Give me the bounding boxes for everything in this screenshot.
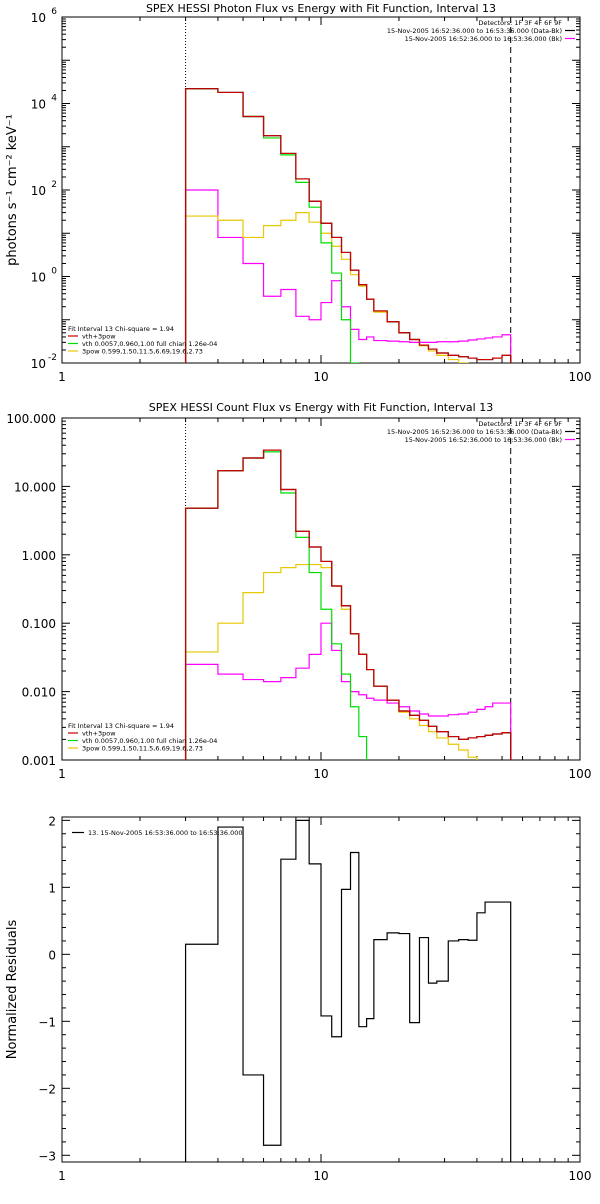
legend-left-text: 3pow 0.599,1.50,11.5,6.69,19.6,2.73 xyxy=(82,745,203,753)
legend-left-text: vth 0.0057,0.960,1.00 full chian 1.26e-0… xyxy=(82,737,217,745)
series-line-3pow xyxy=(184,563,478,760)
y-tick-label: 10 xyxy=(31,98,46,112)
x-tick-label: 100 xyxy=(569,767,592,781)
y-axis-label: Normalized Residuals xyxy=(5,920,20,1060)
y-tick-label: 0 xyxy=(48,948,56,962)
legend-left-text: vth+3pow xyxy=(82,730,116,738)
plot-title: SPEX HESSI Count Flux vs Energy with Fit… xyxy=(149,401,493,414)
legend-left-text: vth 0.0057,0.960,1.00 full chian 1.26e-0… xyxy=(82,340,217,348)
y-tick-label: 1.000 xyxy=(22,549,56,563)
series-line-vth-3pow xyxy=(184,449,512,760)
plot-panel-1: SPEX HESSI Photon Flux vs Energy with Fi… xyxy=(5,2,592,384)
plot-title: SPEX HESSI Photon Flux vs Energy with Fi… xyxy=(146,2,496,15)
y-tick-label: 10 xyxy=(31,11,46,25)
legend-left-text: Fit Interval 13 Chi-square = 1.94 xyxy=(68,722,174,730)
y-tick-label: 10.000 xyxy=(14,480,56,494)
y-tick-label: 10 xyxy=(31,271,46,285)
x-tick-label: 10 xyxy=(313,1169,328,1183)
legend-right-text: 15-Nov-2005 16:52:36.000 to 16:53:36.000… xyxy=(405,436,562,444)
x-tick-label: 10 xyxy=(313,370,328,384)
y-tick-label: 2 xyxy=(48,814,56,828)
legend-left-text: vth+3pow xyxy=(82,333,116,341)
y-tick-exponent: 6 xyxy=(51,7,57,17)
series-line-3pow xyxy=(184,212,469,363)
y-tick-exponent: 0 xyxy=(51,267,57,277)
legend-right-text: Detectors: 1F 3F 4F 6F 9F xyxy=(478,420,562,428)
series-line-vth-3pow xyxy=(184,88,512,363)
legend-left-text: 3pow 0.599,1.50,11.5,6.69,19.6,2.73 xyxy=(82,348,203,356)
x-tick-label: 1 xyxy=(58,370,66,384)
x-tick-label: 100 xyxy=(569,370,592,384)
y-tick-label: 1 xyxy=(48,881,56,895)
x-tick-label: 1 xyxy=(58,1169,66,1183)
legend-left-text: Fit Interval 13 Chi-square = 1.94 xyxy=(68,325,174,333)
series-line-vth xyxy=(184,451,368,760)
legend-left-text: 13. 15-Nov-2005 16:53:36.000 to 16:53:36… xyxy=(88,829,242,837)
y-tick-label: −2 xyxy=(38,1082,56,1096)
y-tick-label: 0.100 xyxy=(22,617,56,631)
series-line-bk xyxy=(184,189,512,363)
y-tick-exponent: 2 xyxy=(51,180,57,190)
x-tick-label: 100 xyxy=(569,1169,592,1183)
y-tick-label: 0.001 xyxy=(22,754,56,768)
x-tick-label: 10 xyxy=(313,767,328,781)
legend-right-text: 15-Nov-2005 16:52:36.000 to 16:53:36.000… xyxy=(405,35,562,43)
y-tick-label: −3 xyxy=(38,1149,56,1163)
plot-panel-2: SPEX HESSI Count Flux vs Energy with Fit… xyxy=(6,401,592,781)
y-tick-label: 10 xyxy=(31,357,46,371)
legend-right-text: 15-Nov-2005 16:52:36.000 to 16:53:36.000… xyxy=(387,27,562,35)
series-line-bk xyxy=(184,622,512,760)
y-tick-label: 100.000 xyxy=(6,412,56,426)
y-axis-label: photons s⁻¹ cm⁻² keV⁻¹ xyxy=(5,114,20,266)
y-tick-exponent: -2 xyxy=(48,353,57,363)
x-tick-label: 1 xyxy=(58,767,66,781)
legend-right-text: 15-Nov-2005 16:52:36.000 to 16:53:36.000… xyxy=(387,428,562,436)
plot-panel-3: 1 10 100 −3 −2 −1 0 1 2 Normalized Residuals 13. 1… xyxy=(5,814,591,1183)
y-tick-exponent: 4 xyxy=(51,94,57,104)
series-line-vth xyxy=(184,88,360,363)
legend-right-text: Detectors: 1F 3F 4F 6F 9F xyxy=(478,19,562,27)
y-tick-label: 0.010 xyxy=(22,686,56,700)
y-tick-label: −1 xyxy=(38,1015,56,1029)
y-tick-label: 10 xyxy=(31,184,46,198)
series-line-data-bk xyxy=(184,88,512,363)
series-line-13-15-nov-2005-16-53-36-000-to-16-53-36-000 xyxy=(184,819,512,1162)
series-line-data-bk xyxy=(184,449,512,760)
